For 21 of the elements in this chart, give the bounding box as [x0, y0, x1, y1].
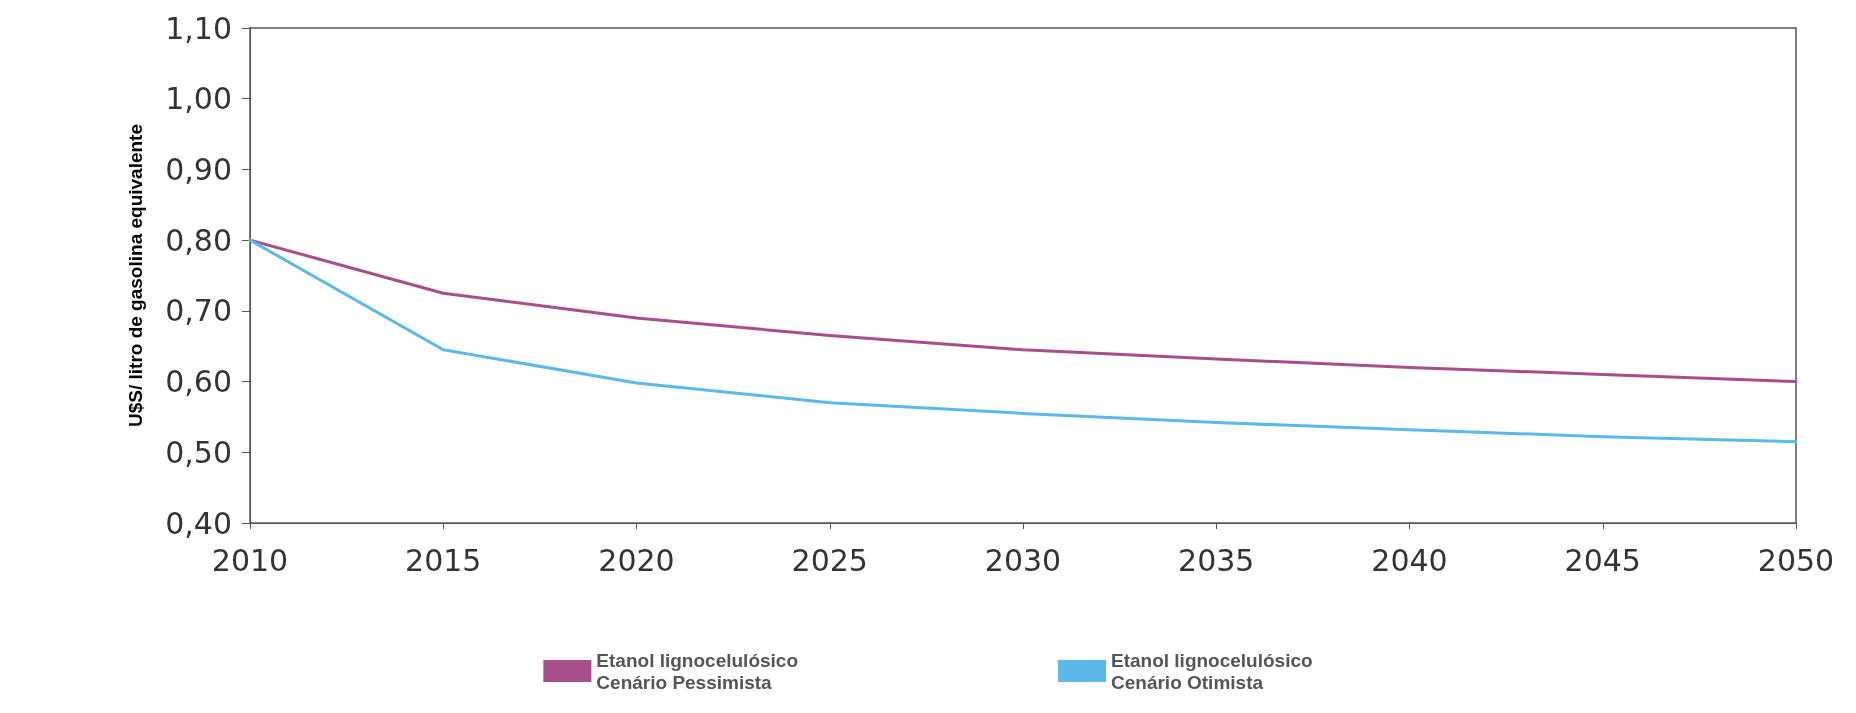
- y-tick-label: 0,40: [165, 505, 232, 541]
- y-tick-label: 0,90: [165, 151, 232, 187]
- x-tick-label: 2040: [1371, 542, 1448, 578]
- x-tick-label: 2045: [1564, 542, 1641, 578]
- x-tick-label: 2020: [598, 542, 675, 578]
- y-tick-label: 0,60: [165, 364, 232, 400]
- x-tick-label: 2035: [1178, 542, 1255, 578]
- line-series: [248, 238, 1798, 444]
- y-tick-label: 0,50: [165, 434, 232, 470]
- legend-label: Etanol lignocelulósico Cenário Otimista: [1111, 649, 1313, 693]
- y-tick-label: 1,00: [165, 81, 232, 117]
- y-tick-label: 0,70: [165, 293, 232, 329]
- x-tick-label: 2030: [984, 542, 1062, 578]
- legend-label: Etanol lignocelulósico Cenário Pessimista: [596, 649, 799, 693]
- x-tick-label: 2050: [1757, 542, 1835, 578]
- x-tick-label: 2015: [405, 542, 482, 578]
- x-tick-label: 2025: [791, 542, 868, 578]
- x-tick-label: 2010: [211, 542, 289, 578]
- y-tick-label: 0,80: [165, 222, 232, 258]
- y-tick-label: 1,10: [165, 10, 232, 46]
- y-axis-title: U$S/ litro de gasolina equivalente: [125, 123, 146, 428]
